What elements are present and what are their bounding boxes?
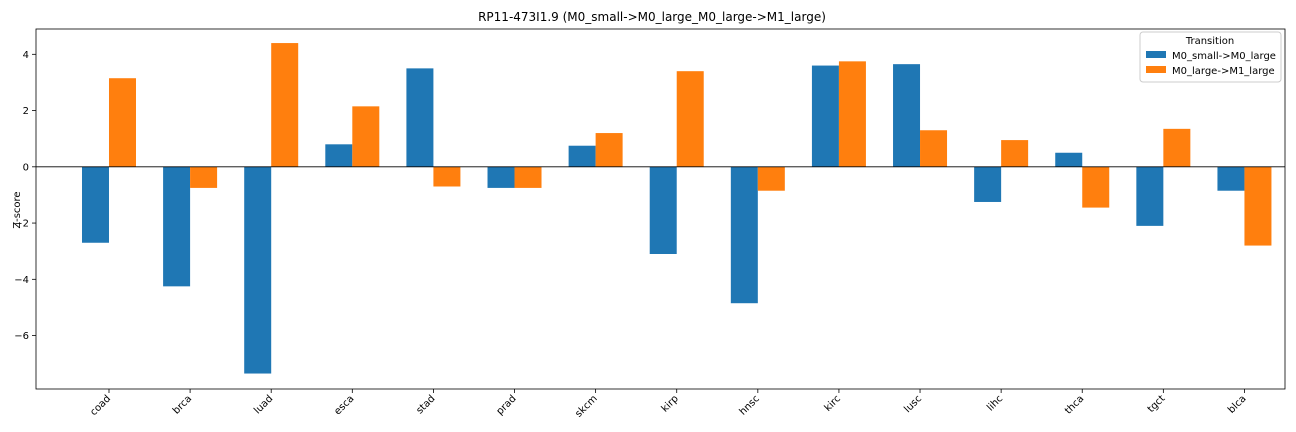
legend-label-series-1: M0_small->M0_large	[1172, 51, 1276, 62]
y-tick-label: 4	[23, 50, 29, 61]
bar-kirc-series-2	[838, 61, 866, 167]
plot-frame	[35, 28, 1286, 390]
bar-kirc-series-1	[811, 65, 839, 167]
bar-lihc-series-2	[1001, 140, 1029, 167]
bar-lusc-series-1	[893, 64, 921, 167]
bar-stad-series-2	[433, 166, 461, 187]
bar-blca-series-1	[1217, 166, 1245, 191]
bar-thca-series-1	[1055, 152, 1083, 167]
y-tick-label: 0	[23, 162, 29, 173]
bar-coad-series-2	[108, 78, 136, 167]
y-tick-label: 2	[23, 106, 29, 117]
y-axis: −6 −4 −2 0 2 4	[14, 50, 36, 342]
bar-stad-series-1	[406, 68, 434, 167]
x-tick-label-stad: stad	[414, 393, 437, 416]
x-tick-label-lusc: lusc	[902, 393, 924, 415]
bar-lusc-series-2	[920, 130, 948, 167]
legend: Transition M0_small->M0_large M0_large->…	[1139, 31, 1282, 83]
bar-prad-series-2	[514, 166, 542, 188]
legend-title: Transition	[1185, 36, 1234, 47]
y-tick-label: −6	[14, 331, 29, 342]
x-tick-label-prad: prad	[495, 393, 519, 417]
x-tick-label-thca: thca	[1063, 393, 1086, 416]
chart-title: RP11-473I1.9 (M0_small->M0_large_M0_larg…	[478, 10, 826, 24]
bar-esca-series-1	[325, 144, 353, 167]
legend-swatch-series-2	[1146, 66, 1166, 73]
bar-kirp-series-1	[649, 166, 677, 254]
bar-thca-series-2	[1082, 166, 1110, 208]
bar-tgct-series-2	[1163, 128, 1191, 167]
bar-lihc-series-1	[974, 166, 1002, 202]
legend-label-series-2: M0_large->M1_large	[1172, 66, 1275, 77]
bars-layer	[81, 43, 1272, 374]
bar-brca-series-1	[163, 166, 191, 287]
y-tick-label: −2	[14, 219, 29, 230]
bar-luad-series-2	[271, 43, 299, 167]
bar-skcm-series-1	[568, 145, 596, 167]
bar-luad-series-1	[244, 166, 272, 374]
x-tick-label-luad: luad	[252, 393, 275, 416]
x-tick-label-coad: coad	[88, 393, 113, 418]
bar-tgct-series-1	[1136, 166, 1164, 226]
x-axis: coad brca luad esca stad prad skcm kirp hnsc kirc…	[88, 389, 1249, 420]
x-tick-label-skcm: skcm	[573, 393, 599, 419]
bar-prad-series-1	[487, 166, 515, 188]
bar-hnsc-series-1	[730, 166, 758, 304]
x-tick-label-kirc: kirc	[823, 393, 843, 413]
x-tick-label-blca: blca	[1226, 393, 1248, 415]
bar-esca-series-2	[352, 106, 380, 167]
bar-hnsc-series-2	[757, 166, 785, 191]
x-tick-label-brca: brca	[171, 393, 194, 416]
x-tick-label-lihc: lihc	[985, 393, 1005, 413]
y-axis-label: Z-score	[12, 191, 23, 228]
legend-box	[1139, 31, 1282, 83]
bar-blca-series-2	[1244, 166, 1272, 246]
x-tick-label-hnsc: hnsc	[738, 393, 762, 417]
bar-coad-series-1	[81, 166, 109, 243]
bar-skcm-series-2	[595, 133, 623, 167]
x-tick-label-esca: esca	[332, 393, 356, 417]
bar-kirp-series-2	[676, 71, 704, 167]
x-tick-label-tgct: tgct	[1146, 393, 1168, 415]
legend-swatch-series-1	[1146, 51, 1166, 58]
x-tick-label-kirp: kirp	[660, 393, 681, 414]
bar-brca-series-2	[190, 166, 218, 188]
y-tick-label: −4	[14, 275, 29, 286]
